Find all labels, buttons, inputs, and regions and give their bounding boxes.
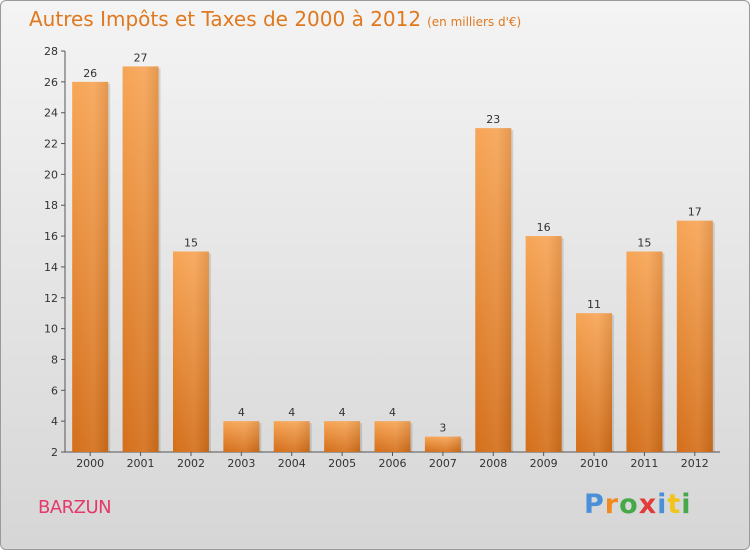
- value-label-2001: 27: [134, 51, 148, 64]
- x-tick-label-2008: 2008: [479, 457, 507, 470]
- x-axis: 2000 2001 2002 2003 2004 2005 2006 2007 2008 2009…: [65, 451, 720, 470]
- y-tick-label: 16: [44, 230, 58, 243]
- value-label-2008: 23: [486, 113, 500, 126]
- y-tick-label: 28: [44, 45, 58, 58]
- logo-letter-1: r: [604, 489, 620, 520]
- logo-letter-6: i: [681, 489, 692, 520]
- y-tick-label: 20: [44, 168, 58, 181]
- y-tick-label: 26: [44, 76, 58, 89]
- x-tick-label-2003: 2003: [227, 457, 255, 470]
- x-tick-label-2000: 2000: [76, 457, 104, 470]
- logo-letter-4: i: [657, 489, 668, 520]
- y-tick-label: 12: [44, 292, 58, 305]
- bar-shine: [576, 313, 613, 452]
- y-tick-label: 24: [44, 107, 58, 120]
- chart-title-text: Autres Impôts et Taxes de 2000 à 2012: [29, 7, 422, 31]
- y-tick-label: 8: [51, 353, 58, 366]
- value-label-2002: 15: [184, 237, 198, 250]
- y-tick-label: 18: [44, 199, 58, 212]
- bar-shine: [273, 421, 310, 452]
- x-tick-label-2007: 2007: [429, 457, 457, 470]
- value-label-2011: 15: [637, 237, 651, 250]
- value-label-2012: 17: [688, 206, 702, 219]
- y-tick-label: 4: [51, 415, 58, 428]
- proxiti-logo: Proxiti: [584, 489, 692, 520]
- bar-shine: [374, 421, 411, 452]
- value-label-2003: 4: [238, 406, 245, 419]
- value-label-2007: 3: [439, 422, 446, 435]
- x-tick-label-2009: 2009: [530, 457, 558, 470]
- value-label-2004: 4: [288, 406, 295, 419]
- x-tick-label-2010: 2010: [580, 457, 608, 470]
- bar-shine: [424, 436, 461, 452]
- value-label-2006: 4: [389, 406, 396, 419]
- commune-name: BARZUN: [38, 497, 112, 518]
- x-tick-label-2005: 2005: [328, 457, 356, 470]
- bar-shine: [475, 128, 512, 452]
- y-tick-label: 14: [44, 261, 58, 274]
- x-tick-label-2012: 2012: [681, 457, 709, 470]
- y-tick-label: 6: [51, 384, 58, 397]
- logo-letter-0: P: [584, 489, 605, 520]
- logo-letter-3: x: [638, 489, 658, 520]
- bar-shine: [122, 66, 159, 452]
- y-tick-label: 10: [44, 323, 58, 336]
- bars-group: 26 27 15 4 4 4 4 3 23 16 11 15 17: [72, 51, 715, 452]
- x-tick-label-2002: 2002: [177, 457, 205, 470]
- bar-shine: [324, 421, 361, 452]
- x-tick-label-2011: 2011: [630, 457, 658, 470]
- bar-shine: [172, 251, 209, 452]
- y-tick-label: 22: [44, 138, 58, 151]
- y-tick-label: 2: [51, 446, 58, 459]
- chart-subtitle: (en milliers d'€): [427, 15, 522, 29]
- bar-shine: [626, 251, 663, 452]
- bar-shine: [223, 421, 260, 452]
- chart-title: Autres Impôts et Taxes de 2000 à 2012 (en…: [29, 7, 521, 31]
- x-tick-label-2006: 2006: [379, 457, 407, 470]
- logo-letter-5: t: [667, 489, 682, 520]
- value-label-2005: 4: [339, 406, 346, 419]
- value-label-2009: 16: [537, 221, 551, 234]
- x-tick-label-2001: 2001: [127, 457, 155, 470]
- x-tick-label-2004: 2004: [278, 457, 306, 470]
- bar-shine: [72, 81, 109, 452]
- bar-shine: [525, 236, 562, 452]
- bar-shine: [676, 220, 713, 452]
- value-label-2000: 26: [83, 67, 97, 80]
- logo-letter-2: o: [619, 489, 639, 520]
- value-label-2010: 11: [587, 298, 601, 311]
